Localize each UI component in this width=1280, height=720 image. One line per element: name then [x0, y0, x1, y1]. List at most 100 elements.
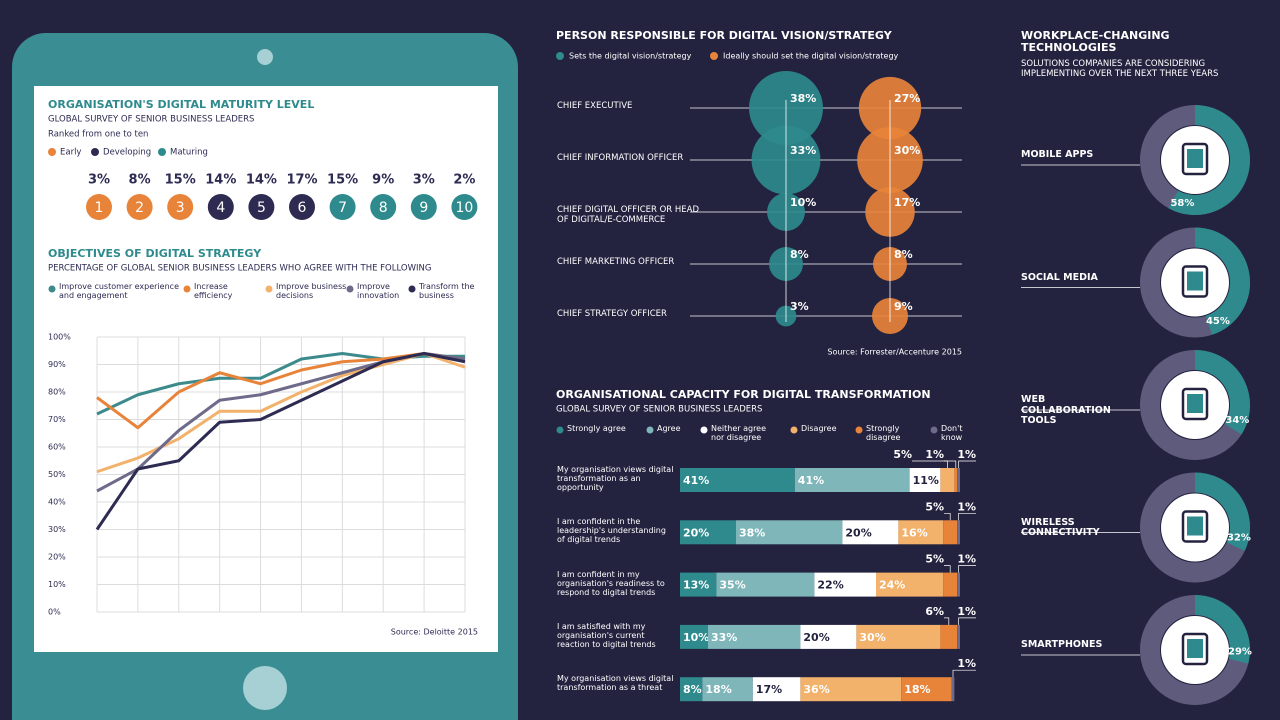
bar-segment: [954, 468, 958, 492]
callout-line: [944, 617, 950, 625]
rank-circle: [248, 194, 275, 220]
rank-label: 6: [298, 200, 307, 216]
value-label: 34%: [1225, 415, 1249, 426]
bar-segment: [951, 677, 955, 702]
legend-swatch: [183, 285, 191, 293]
legend-swatch: [408, 285, 416, 293]
category-label: WEB COLLABORATION TOOLS: [1021, 394, 1111, 427]
bar-segment: [909, 468, 941, 492]
rank-label: 3: [176, 200, 185, 216]
donut-arc: [1194, 227, 1250, 335]
rank-label: 8: [379, 200, 388, 216]
value-label: 10%: [790, 196, 816, 209]
bar-segment: [898, 520, 944, 545]
legend-swatch: [265, 285, 273, 293]
y-tick-label: 70%: [48, 415, 66, 424]
callout-line: [958, 565, 976, 573]
legend-swatch: [346, 285, 354, 293]
rank-circle: [207, 194, 234, 220]
value-label: 41%: [798, 474, 824, 487]
value-label: 16%: [901, 526, 927, 539]
bar-segment: [957, 520, 960, 545]
value-label: 1%: [957, 553, 976, 566]
y-tick-label: 50%: [48, 470, 66, 479]
category-label: My organisation views digital transforma…: [557, 465, 674, 492]
bar-segment: [901, 677, 952, 702]
legend-label: Ideally should set the digital vision/st…: [723, 52, 899, 61]
value-label: 38%: [790, 92, 816, 105]
bar-segment: [943, 572, 958, 597]
donut-arc: [1194, 472, 1250, 551]
y-tick-label: 90%: [48, 360, 66, 369]
value-label: 58%: [1170, 198, 1194, 209]
value-label: 14%: [205, 173, 236, 188]
bar-segment: [814, 572, 876, 597]
value-label: 20%: [803, 631, 829, 644]
bar-segment: [943, 520, 958, 545]
icon: [1181, 265, 1209, 298]
source: Source: Forrester/Accenture 2015: [827, 348, 962, 357]
y-tick-label: 40%: [48, 498, 66, 507]
icon: [1181, 387, 1209, 421]
legend-label: Improve customer experience and engageme…: [59, 282, 179, 300]
value-label: 18%: [705, 683, 731, 696]
legend-label: Don't know: [941, 424, 963, 442]
legend-swatch: [700, 426, 708, 434]
tablet-camera: [257, 49, 273, 65]
rank-label: 10: [455, 200, 473, 216]
bar-segment: [957, 572, 960, 597]
series-line: [95, 352, 466, 531]
value-label: 17%: [894, 196, 920, 209]
legend-swatch: [710, 52, 718, 60]
chart-subtitle: SOLUTIONS COMPANIES ARE CONSIDERING IMPL…: [1021, 59, 1219, 79]
value-label: 15%: [165, 173, 196, 188]
chart-title: PERSON RESPONSIBLE FOR DIGITAL VISION/ST…: [556, 29, 893, 42]
value-label: 3%: [88, 173, 110, 188]
bar-segment: [680, 624, 708, 649]
rank-label: 7: [338, 200, 347, 216]
rank-label: 4: [216, 200, 225, 216]
rank-circle: [329, 194, 356, 220]
icon-screen: [1187, 149, 1203, 168]
category-label: CHIEF DIGITAL OFFICER OR HEAD OF DIGITAL…: [557, 205, 700, 225]
value-label: 5%: [925, 553, 944, 566]
rank-label: 5: [257, 200, 266, 216]
category-label: CHIEF MARKETING OFFICER: [557, 257, 675, 267]
category-label: CHIEF EXECUTIVE: [557, 101, 633, 111]
rank-label: 2: [135, 200, 144, 216]
legend-label: Strongly agree: [567, 424, 626, 433]
legend-swatch: [790, 426, 798, 434]
value-label: 1%: [957, 500, 976, 513]
category-label: CHIEF INFORMATION OFFICER: [557, 153, 684, 163]
value-label: 3%: [790, 300, 809, 313]
callout-line: [958, 460, 976, 468]
icon-screen: [1187, 639, 1203, 658]
bar-segment: [680, 520, 736, 545]
value-label: 5%: [925, 500, 944, 513]
bar-segment: [680, 468, 795, 492]
legend-swatch: [930, 426, 938, 434]
rank-circle: [167, 194, 194, 220]
value-label: 24%: [879, 579, 905, 592]
legend-label: Improve business decisions: [276, 282, 347, 300]
donut-arc: [1168, 105, 1250, 215]
value-label: 15%: [327, 173, 358, 188]
bar-segment: [702, 677, 753, 702]
legend-swatch: [556, 52, 564, 60]
bar-segment: [957, 468, 960, 492]
bar-segment: [752, 677, 801, 702]
legend-label: Maturing: [170, 148, 208, 158]
bar-segment: [716, 572, 815, 597]
category-label: I am confident in my organisation's read…: [557, 569, 665, 597]
rank-label: 9: [419, 200, 428, 216]
icon: [1181, 510, 1209, 543]
legend-label: Agree: [657, 424, 681, 433]
value-label: 29%: [1228, 646, 1252, 657]
rank-circle: [410, 194, 437, 220]
chart-title: WORKPLACE-CHANGING TECHNOLOGIES: [1021, 29, 1170, 55]
bar-segment: [708, 624, 801, 649]
bar-segment: [800, 624, 857, 649]
